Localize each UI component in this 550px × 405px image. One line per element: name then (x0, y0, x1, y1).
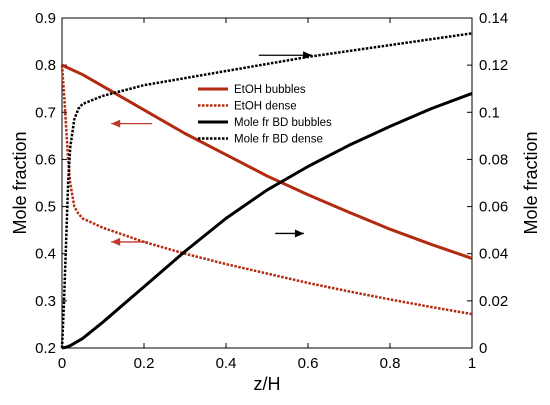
y-left-tick-label: 0.9 (35, 10, 56, 27)
annotation-arrow-2 (275, 229, 304, 238)
y-axis-right-label: Mole fraction (521, 131, 541, 234)
series-line-1 (60, 65, 473, 316)
annotation-arrow-3 (111, 237, 149, 246)
y-left-tick-label: 0.3 (35, 293, 56, 310)
y-right-tick-label: 0 (479, 340, 487, 357)
ticks-group: 0 0.2 0.4 0.6 0.8 10.20.30.40.50.60.70.80.900… (35, 10, 508, 372)
x-tick-label: 0.2 (134, 355, 155, 372)
y-right-tick-label: 0.06 (479, 199, 508, 216)
series-line-2 (61, 92, 473, 350)
arrows-group (111, 51, 313, 246)
y-right-tick-label: 0.08 (479, 151, 508, 168)
legend-label-3: Mole fr BD dense (234, 134, 323, 146)
x-axis-label: z/H (254, 374, 281, 394)
y-right-tick-label: 0.02 (479, 293, 508, 310)
legend-label-2: Mole fr BD bubbles (234, 117, 332, 129)
y-right-tick-label: 0.04 (479, 246, 508, 263)
y-left-tick-label: 0.4 (35, 246, 56, 263)
y-axis-left-label: Mole fraction (10, 131, 30, 234)
legend: EtOH bubbles EtOH dense Mole fr BD bubbles… (198, 84, 332, 146)
x-tick-label: 0.4 (216, 355, 237, 372)
y-left-tick-label: 0.2 (35, 340, 56, 357)
y-right-tick-label: 0.12 (479, 57, 508, 74)
y-right-tick-label: 0.1 (479, 104, 500, 121)
annotation-arrow-1 (111, 119, 153, 128)
x-tick-label: 1 (468, 355, 476, 372)
annotation-arrow-0 (258, 51, 313, 60)
series-line-3 (60, 32, 473, 349)
x-tick-label: 0.6 (298, 355, 319, 372)
series-group (60, 32, 473, 350)
series-line-0 (61, 63, 473, 260)
x-tick-label: 0.8 (380, 355, 401, 372)
y-left-tick-label: 0.7 (35, 104, 56, 121)
legend-label-1: EtOH dense (234, 101, 297, 113)
y-left-tick-label: 0.8 (35, 57, 56, 74)
y-right-tick-label: 0.14 (479, 10, 508, 27)
legend-label-0: EtOH bubbles (234, 84, 306, 96)
plot-area (61, 17, 473, 349)
x-tick-label: 0 (58, 355, 66, 372)
y-left-tick-label: 0.5 (35, 199, 56, 216)
y-left-tick-label: 0.6 (35, 151, 56, 168)
